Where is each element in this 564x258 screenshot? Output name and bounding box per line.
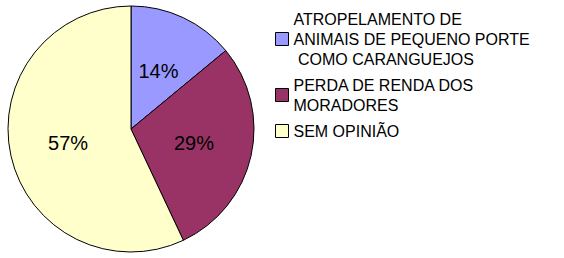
svg-text:ANIMAIS DE PEQUENO PORTE: ANIMAIS DE PEQUENO PORTE (294, 31, 530, 48)
svg-text:29%: 29% (174, 132, 214, 154)
svg-text:ATROPELAMENTO DE: ATROPELAMENTO DE (294, 11, 467, 28)
svg-text:57%: 57% (48, 132, 88, 154)
svg-text:MORADORES: MORADORES (294, 97, 399, 114)
svg-text:COMO CARANGUEJOS: COMO CARANGUEJOS (294, 51, 474, 68)
svg-text:14%: 14% (138, 60, 178, 82)
svg-text:PERDA DE RENDA DOS: PERDA DE RENDA DOS (294, 77, 478, 94)
svg-text:SEM OPINIÃO: SEM OPINIÃO (294, 121, 400, 140)
